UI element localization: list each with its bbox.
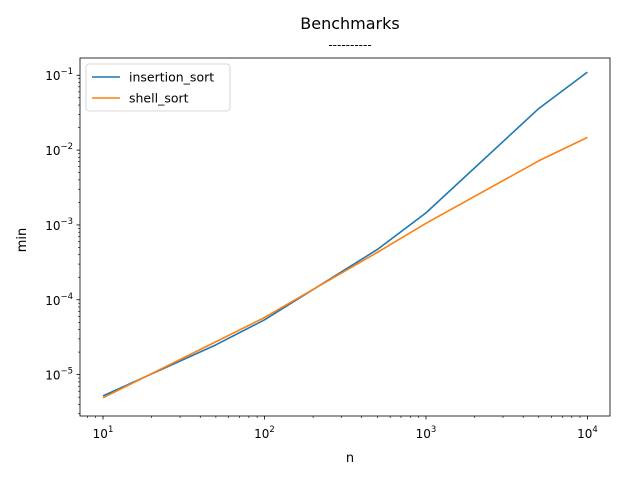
legend-label-shell-sort: shell_sort: [129, 91, 189, 106]
legend-box: [85, 63, 231, 112]
series-line-insertion-sort: [102, 71, 588, 397]
y-axis-label: min: [15, 228, 30, 253]
chart-subtitle: ----------: [328, 38, 371, 52]
legend-label-insertion-sort: insertion_sort: [129, 70, 214, 85]
series-line-shell-sort: [102, 136, 588, 399]
x-axis-label: n: [346, 451, 354, 466]
y-tick-label: 10−3: [45, 217, 73, 233]
plot-area: 101 102 103 104 10−5 10−4 10−3 10−2 10−1 insertio…: [45, 57, 611, 441]
chart-title: Benchmarks: [300, 14, 399, 33]
x-tick-label: 103: [416, 425, 437, 441]
x-tick-label: 101: [93, 425, 114, 441]
y-tick-label: 10−4: [45, 292, 73, 308]
x-tick-label: 102: [254, 425, 275, 441]
y-tick-label: 10−2: [45, 142, 73, 158]
x-tick-label: 104: [577, 425, 598, 441]
y-tick-label: 10−1: [45, 67, 73, 83]
axes-frame: [79, 57, 611, 417]
y-tick-label: 10−5: [45, 367, 73, 383]
